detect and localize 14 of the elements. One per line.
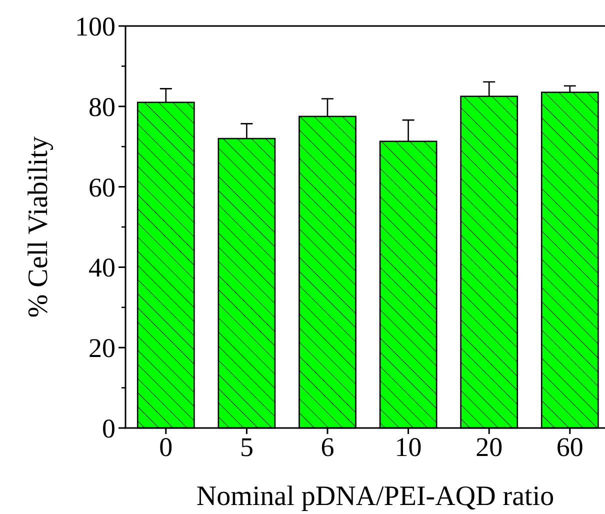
x-tick-label: 10	[394, 432, 422, 462]
y-tick-label: 40	[88, 252, 116, 283]
y-tick-label: 20	[88, 333, 116, 364]
y-tick-label: 100	[75, 11, 116, 42]
y-tick-label: 0	[102, 413, 116, 444]
x-tick-label: 60	[556, 432, 584, 462]
y-axis-title: % Cell Viability	[23, 136, 54, 318]
x-tick-label: 6	[320, 432, 334, 462]
y-tick-label: 60	[88, 172, 116, 202]
y-tick-label: 80	[88, 92, 116, 122]
x-tick-label: 0	[159, 432, 173, 462]
x-tick-label: 5	[240, 432, 254, 462]
x-tick-label: 20	[476, 432, 503, 462]
x-axis-title: Nominal pDNA/PEI-AQD ratio	[196, 481, 554, 512]
